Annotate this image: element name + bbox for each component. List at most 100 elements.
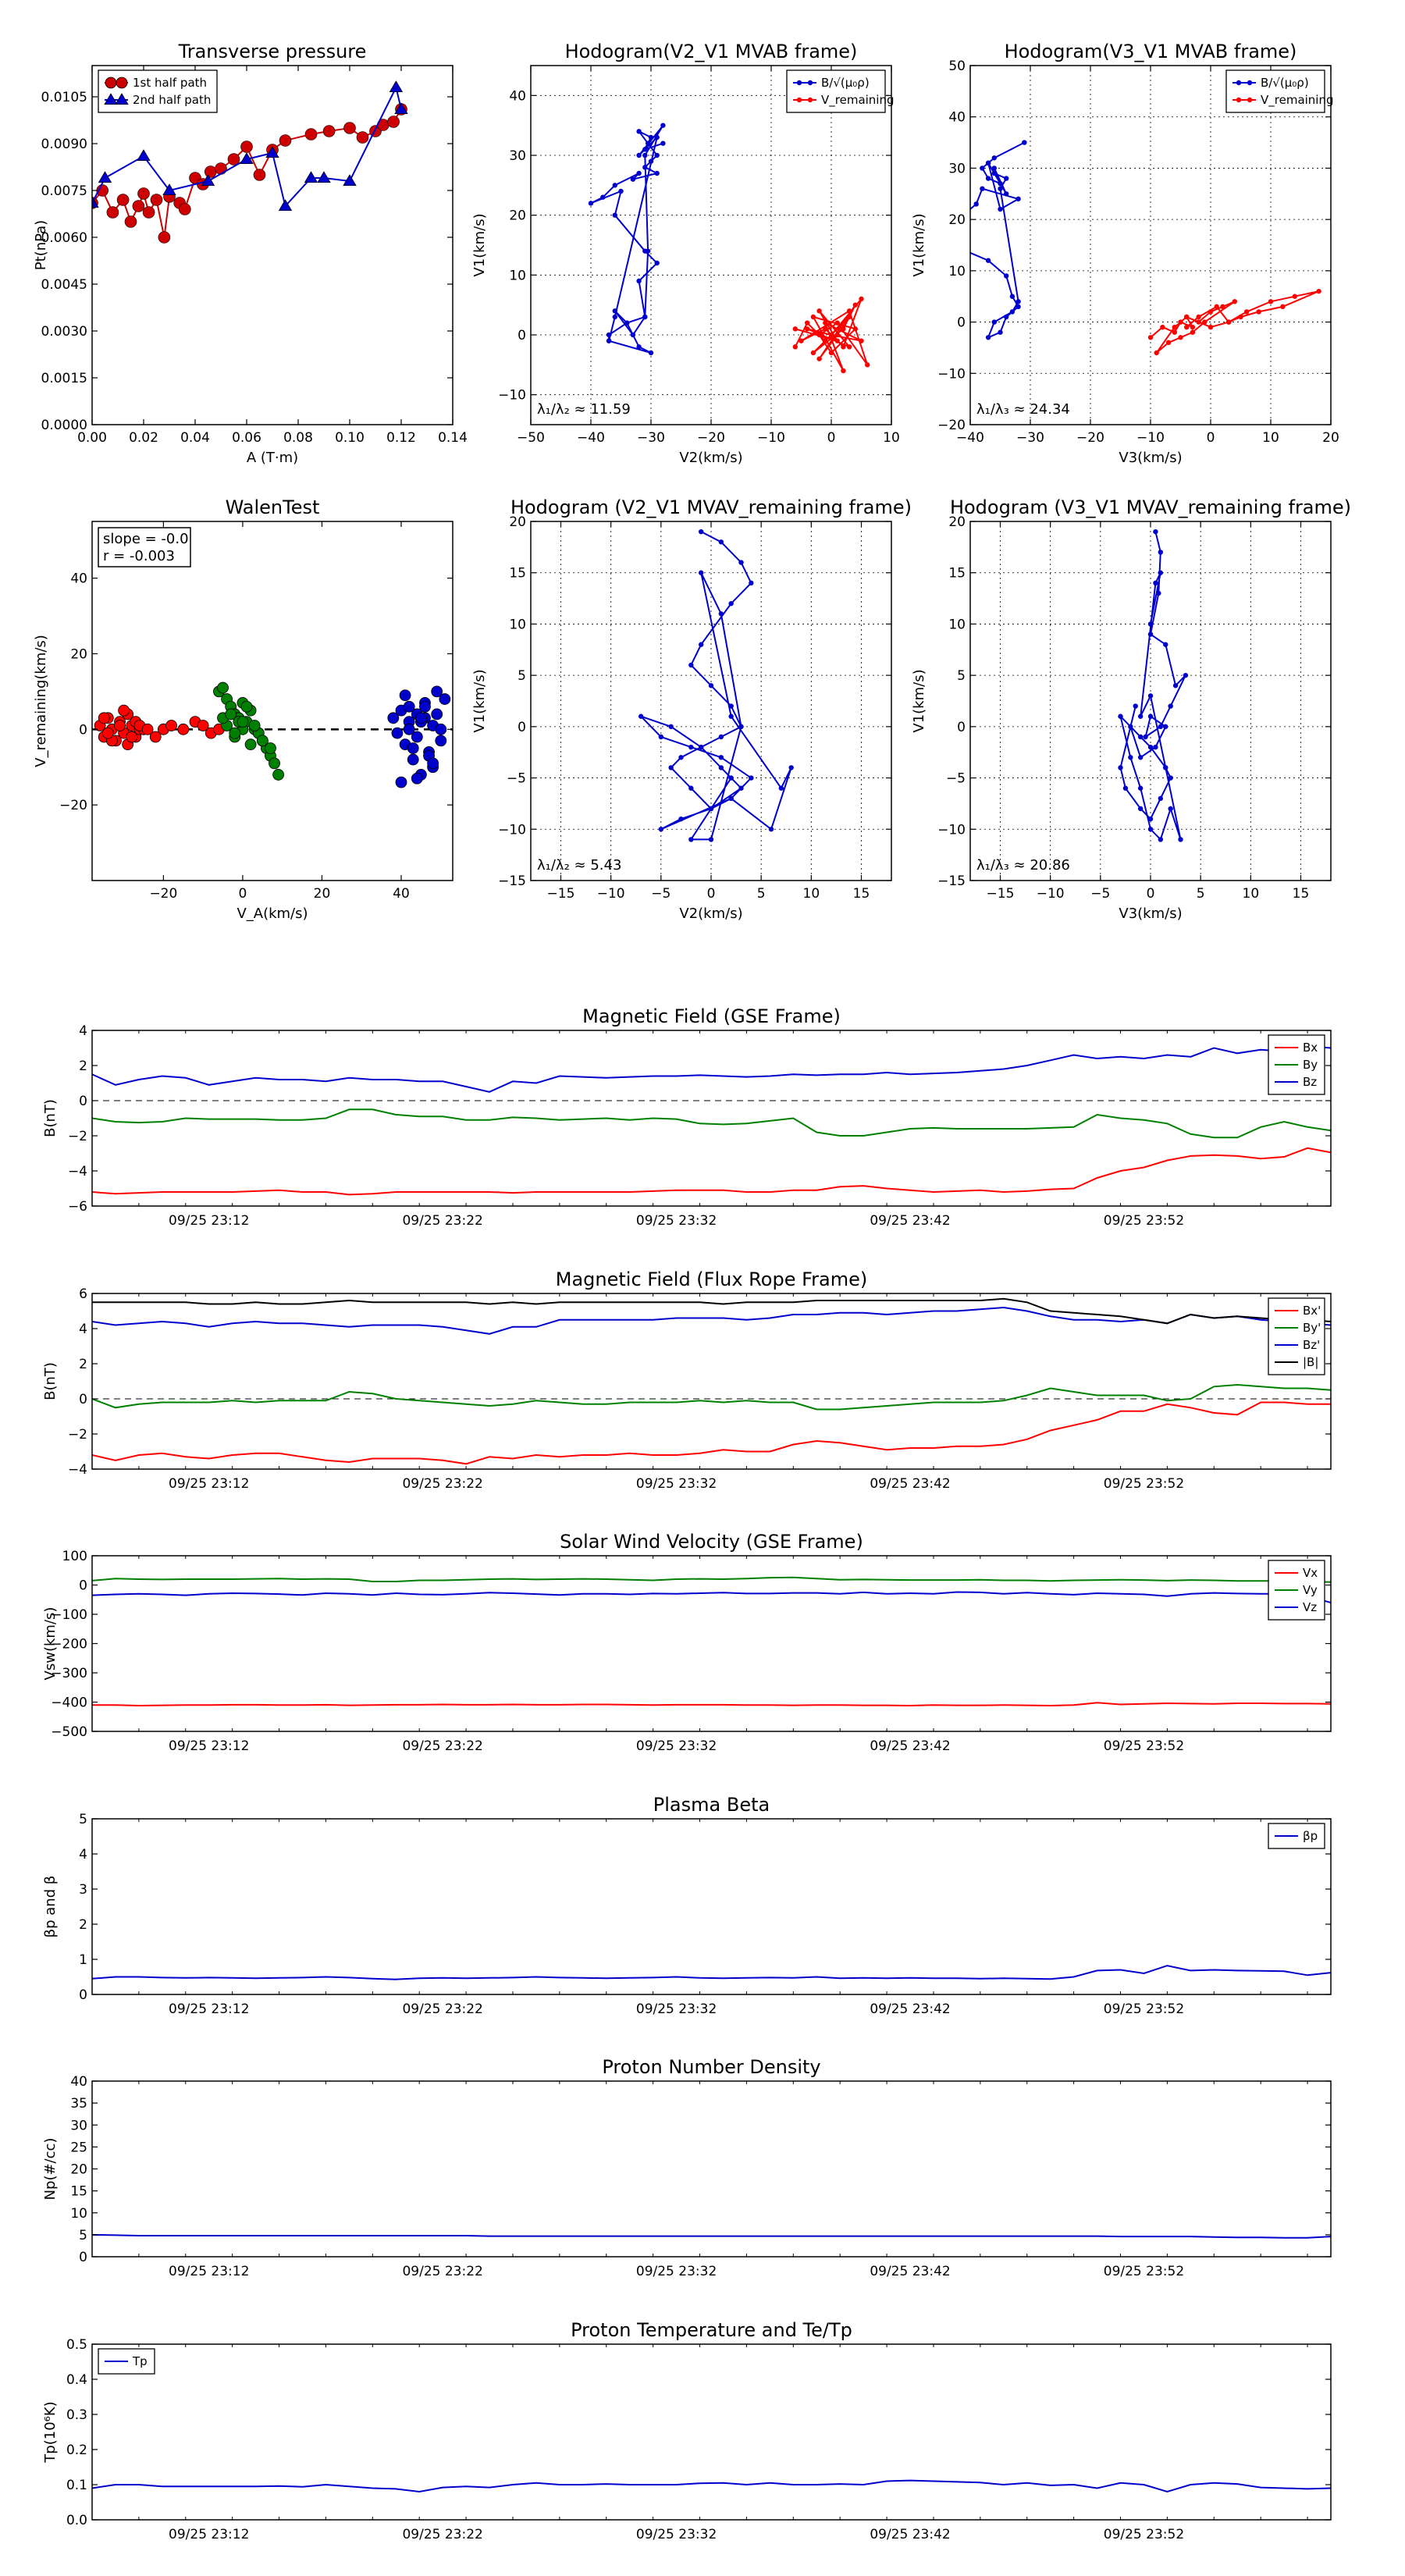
data-point bbox=[998, 186, 1003, 191]
x-tick-label: 09/25 23:12 bbox=[169, 2527, 249, 2542]
legend-marker bbox=[796, 80, 802, 86]
chart-vel_gse: Solar Wind Velocity (GSE Frame) −500 −400 −… bbox=[42, 1531, 1332, 1754]
data-point bbox=[834, 320, 840, 326]
data-point bbox=[998, 329, 1003, 335]
data-point bbox=[1128, 724, 1133, 730]
data-point bbox=[816, 308, 822, 314]
data-point bbox=[805, 326, 810, 332]
data-point bbox=[841, 368, 846, 374]
y-tick-label: 0 bbox=[79, 722, 87, 738]
data-point bbox=[718, 611, 724, 617]
chart-hodo_v2_mvav: Hodogram (V2_V1 MVAV_remaining frame) −15… bbox=[471, 496, 912, 922]
x-tick-label: 09/25 23:22 bbox=[402, 1213, 482, 1229]
y-axis-label: B(nT) bbox=[42, 1099, 59, 1137]
data-point bbox=[1202, 319, 1208, 325]
y-axis-label: Np(#/cc) bbox=[42, 2138, 59, 2201]
y-tick-label: 15 bbox=[509, 566, 526, 582]
y-tick-label: 0.3 bbox=[66, 2407, 87, 2423]
x-tick-label: −15 bbox=[987, 886, 1015, 902]
x-tick-label: −10 bbox=[597, 886, 625, 902]
data-point bbox=[645, 141, 651, 146]
series-line-B/√(μ₀ρ) bbox=[970, 141, 1025, 340]
y-tick-label: −4 bbox=[68, 1164, 87, 1179]
legend: Bx' By' Bz' |B| bbox=[1268, 1297, 1325, 1375]
y-tick-label: 10 bbox=[70, 2206, 87, 2222]
data-point bbox=[431, 708, 443, 720]
data-point bbox=[92, 196, 99, 208]
data-point bbox=[118, 704, 130, 717]
data-point bbox=[841, 344, 846, 350]
data-point bbox=[645, 248, 651, 254]
x-tick-label: 40 bbox=[393, 886, 410, 902]
data-point bbox=[718, 765, 724, 770]
x-tick-label: 09/25 23:42 bbox=[870, 2264, 950, 2279]
data-point bbox=[237, 716, 249, 728]
legend-marker bbox=[104, 93, 118, 105]
data-point bbox=[179, 203, 191, 215]
series-group bbox=[92, 1965, 1331, 1980]
x-tick-label: 0 bbox=[707, 886, 716, 902]
data-point bbox=[1137, 713, 1144, 719]
data-point bbox=[642, 314, 648, 320]
data-point bbox=[114, 720, 126, 731]
y-tick-label: −6 bbox=[68, 1199, 87, 1215]
data-point bbox=[394, 102, 408, 115]
x-tick-label: −20 bbox=[1076, 430, 1104, 446]
data-point bbox=[1133, 703, 1138, 709]
chart-hodo_v2_mvab: Hodogram(V2_V1 MVAB frame) −10 0 10 20 30 40 −5… bbox=[471, 41, 900, 466]
y-tick-label: −10 bbox=[498, 388, 526, 404]
data-point bbox=[356, 131, 369, 144]
data-point bbox=[1244, 309, 1250, 315]
data-point bbox=[1122, 785, 1129, 791]
data-point bbox=[435, 723, 447, 735]
data-point bbox=[1147, 693, 1154, 699]
data-point bbox=[612, 314, 617, 320]
legend-marker bbox=[796, 97, 802, 103]
data-point bbox=[229, 727, 241, 739]
data-point bbox=[1268, 299, 1274, 304]
data-point bbox=[698, 744, 704, 750]
y-tick-label: 5 bbox=[79, 1812, 87, 1827]
x-tick-label: 09/25 23:52 bbox=[1104, 1476, 1184, 1492]
data-point bbox=[1153, 744, 1158, 750]
x-tick-label: 20 bbox=[1322, 430, 1339, 446]
data-point bbox=[411, 731, 423, 743]
x-tick-label: −20 bbox=[149, 886, 177, 902]
data-point bbox=[1004, 273, 1009, 279]
data-point bbox=[1154, 350, 1159, 356]
y-tick-label: 10 bbox=[948, 617, 966, 632]
data-point bbox=[137, 149, 151, 162]
data-point bbox=[688, 785, 694, 791]
data-point bbox=[1004, 176, 1009, 181]
data-point bbox=[630, 332, 636, 338]
x-tick-label: −40 bbox=[956, 430, 984, 446]
chart-density: Proton Number Density 0 5 10 15 20 25 30 35 40 09/… bbox=[42, 2056, 1332, 2279]
data-point bbox=[985, 335, 991, 340]
x-tick-label: −30 bbox=[1016, 430, 1044, 446]
data-point bbox=[1004, 314, 1009, 320]
data-point bbox=[588, 201, 594, 206]
data-point bbox=[162, 183, 176, 196]
data-point bbox=[197, 720, 209, 731]
legend: 1st half path 2nd half path bbox=[98, 69, 218, 113]
x-axis-label: A (T·m) bbox=[247, 450, 298, 466]
chart-title: Hodogram (V2_V1 MVAV_remaining frame) bbox=[510, 496, 912, 518]
data-point bbox=[1196, 314, 1201, 320]
data-point bbox=[150, 194, 163, 206]
y-tick-label: 0 bbox=[957, 315, 966, 331]
y-tick-label: −500 bbox=[51, 1724, 87, 1740]
y-tick-label: −20 bbox=[937, 418, 966, 433]
data-point bbox=[395, 776, 407, 788]
series-group bbox=[588, 123, 870, 374]
data-point bbox=[149, 731, 162, 743]
legend-box bbox=[786, 69, 886, 113]
x-tick-label: 09/25 23:42 bbox=[870, 2001, 950, 2017]
y-tick-label: −15 bbox=[498, 873, 526, 889]
y-tick-label: −15 bbox=[937, 873, 966, 889]
data-point bbox=[1208, 309, 1214, 315]
data-point bbox=[106, 206, 119, 219]
data-point bbox=[1158, 795, 1164, 802]
data-point bbox=[973, 201, 979, 207]
y-tick-label: 2 bbox=[79, 1917, 87, 1933]
data-point bbox=[1016, 196, 1021, 202]
